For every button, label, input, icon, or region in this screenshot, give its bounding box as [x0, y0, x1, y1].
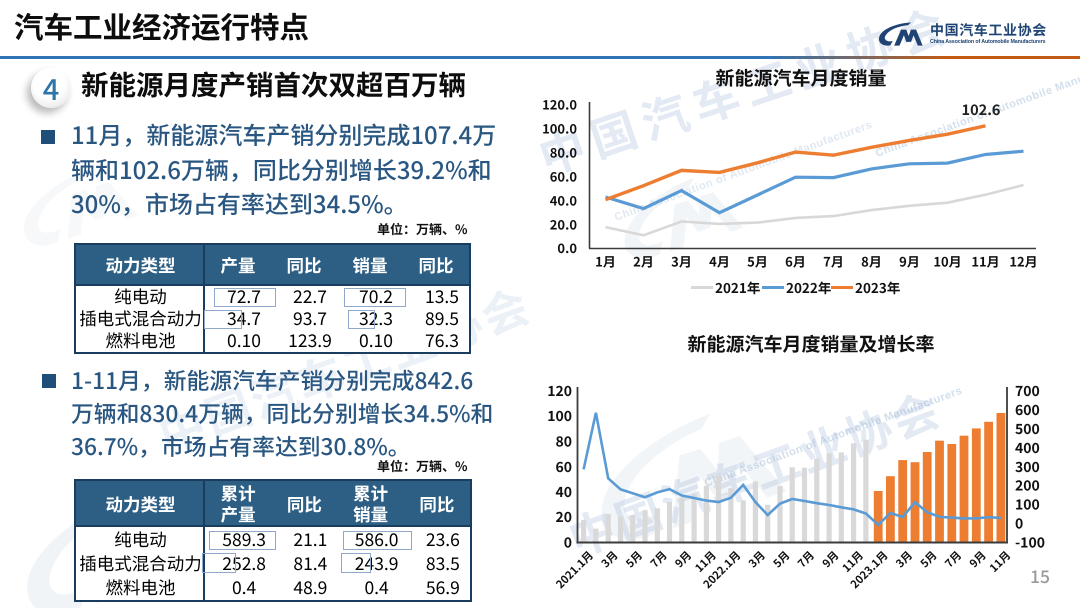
svg-text:80: 80	[555, 432, 572, 452]
svg-text:3月: 3月	[598, 547, 622, 571]
svg-text:8月: 8月	[861, 252, 882, 271]
svg-text:5月: 5月	[770, 547, 794, 571]
svg-text:80.0: 80.0	[550, 143, 578, 162]
svg-text:9月: 9月	[671, 547, 695, 571]
svg-text:10月: 10月	[933, 252, 961, 271]
svg-text:120.0: 120.0	[542, 95, 577, 114]
svg-text:40: 40	[555, 482, 572, 502]
svg-text:100: 100	[547, 406, 572, 426]
svg-text:5月: 5月	[622, 547, 646, 571]
svg-text:9月: 9月	[899, 252, 920, 271]
svg-text:102.6: 102.6	[962, 99, 1001, 120]
svg-text:5月: 5月	[917, 547, 941, 571]
svg-text:500: 500	[1015, 419, 1040, 439]
svg-text:1月: 1月	[595, 252, 616, 271]
svg-text:100.0: 100.0	[542, 119, 577, 138]
svg-text:2月: 2月	[633, 252, 654, 271]
svg-text:2022年: 2022年	[786, 277, 831, 297]
svg-text:700: 700	[1015, 381, 1040, 401]
svg-text:3月: 3月	[892, 547, 916, 571]
svg-text:60.0: 60.0	[550, 166, 578, 185]
svg-text:0.0: 0.0	[557, 238, 577, 257]
svg-text:新能源汽车月度销量及增长率: 新能源汽车月度销量及增长率	[687, 330, 934, 357]
svg-text:11月: 11月	[971, 252, 999, 271]
svg-text:0: 0	[1015, 514, 1023, 534]
svg-text:11月: 11月	[986, 547, 1014, 575]
svg-text:7月: 7月	[794, 547, 818, 571]
svg-text:0: 0	[564, 533, 572, 553]
svg-text:600: 600	[1015, 400, 1040, 420]
svg-text:3月: 3月	[671, 252, 692, 271]
svg-text:7月: 7月	[647, 547, 671, 571]
svg-text:12月: 12月	[1009, 252, 1037, 271]
svg-text:20: 20	[555, 507, 572, 527]
svg-text:3月: 3月	[745, 547, 769, 571]
svg-text:120: 120	[547, 381, 572, 401]
svg-text:5月: 5月	[747, 252, 768, 271]
svg-text:7月: 7月	[941, 547, 965, 571]
svg-text:9月: 9月	[819, 547, 843, 571]
svg-text:2021.1月: 2021.1月	[552, 547, 597, 592]
svg-text:6月: 6月	[785, 252, 806, 271]
svg-text:新能源汽车月度销量: 新能源汽车月度销量	[715, 64, 886, 91]
svg-text:-100: -100	[1015, 533, 1045, 553]
svg-text:60: 60	[555, 457, 572, 477]
svg-text:7月: 7月	[823, 252, 844, 271]
svg-text:2021年: 2021年	[715, 277, 760, 297]
svg-text:4月: 4月	[709, 252, 730, 271]
svg-text:200: 200	[1015, 476, 1040, 496]
svg-text:2023年: 2023年	[855, 277, 900, 297]
svg-text:9月: 9月	[966, 547, 990, 571]
svg-text:300: 300	[1015, 457, 1040, 477]
svg-text:400: 400	[1015, 438, 1040, 458]
svg-text:100: 100	[1015, 495, 1040, 515]
svg-text:20.0: 20.0	[550, 214, 578, 233]
svg-text:40.0: 40.0	[550, 190, 578, 209]
